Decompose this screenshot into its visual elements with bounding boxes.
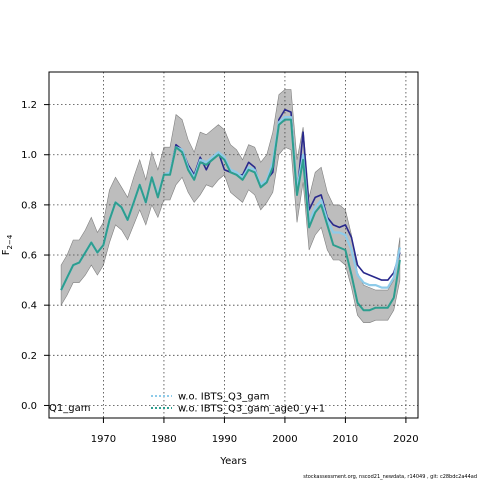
axes-layer: 1970 1980 1990 2000 2010 2020 0.0 0.2 0.4 0.6 0.8 1…: [21, 100, 419, 445]
x-tick-label: 2020: [393, 434, 418, 445]
x-tick-label: 2000: [272, 434, 297, 445]
y-tick-label: 0.2: [21, 351, 37, 362]
y-tick-label: 0.8: [21, 200, 37, 211]
legend-label-2: w.o. IBTS_Q3_gam_age0_y+1: [178, 404, 325, 415]
y-tick-label: 0.4: [21, 301, 37, 312]
x-tick-label: 1990: [212, 434, 237, 445]
series-lines-layer: [60, 108, 401, 312]
plot-frame: [48, 71, 419, 419]
y-axis-title-subscript: 2−4: [6, 234, 14, 249]
y-tick-label: 0.0: [21, 401, 37, 412]
left-series-label: Q1_gam: [49, 403, 90, 414]
y-tick-label: 1.0: [21, 150, 37, 161]
confidence-band: [60, 89, 401, 323]
x-tick-label: 1980: [151, 434, 176, 445]
y-axis-title: F2−4: [1, 234, 14, 255]
series-line-2: [60, 118, 401, 312]
x-tick-label: 1970: [91, 434, 116, 445]
y-axis-title-main: F: [1, 249, 12, 255]
footer-credit: stockassessment.org, nscod21_newdata, r1…: [303, 474, 477, 480]
x-axis-title: Years: [219, 456, 246, 467]
y-tick-label: 1.2: [21, 100, 37, 111]
legend-label-1: w.o. IBTS_Q3_gam: [178, 392, 269, 403]
confidence-band-layer: [60, 89, 401, 323]
y-tick-label: 0.6: [21, 251, 37, 262]
x-tick-label: 2010: [333, 434, 358, 445]
legend: w.o. IBTS_Q3_gam w.o. IBTS_Q3_gam_age0_y…: [151, 392, 325, 415]
